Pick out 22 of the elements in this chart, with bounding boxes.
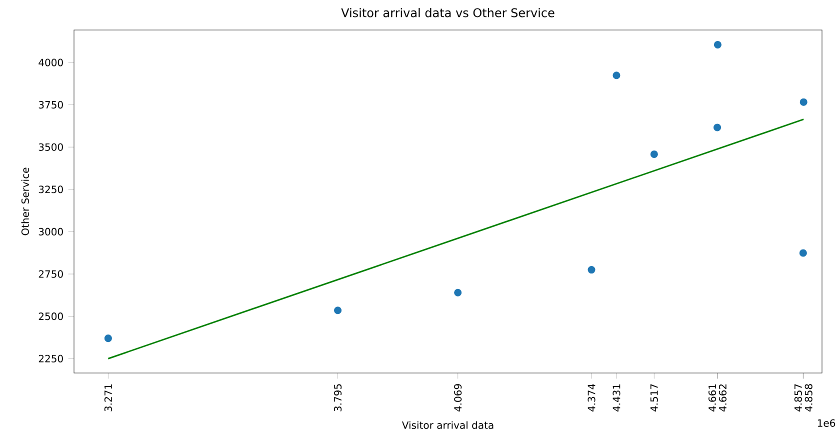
y-tick-label: 3750 bbox=[38, 101, 63, 109]
y-tick-label: 4000 bbox=[38, 58, 63, 66]
y-tick-label: 2250 bbox=[38, 354, 63, 362]
x-tick-label: 4.662 bbox=[718, 384, 726, 412]
x-axis-title: Visitor arrival data bbox=[402, 421, 494, 429]
y-axis-title: Other Service bbox=[21, 168, 29, 236]
x-tick-label: 4.858 bbox=[804, 384, 812, 412]
y-tick-label: 3250 bbox=[38, 186, 63, 194]
text: 1e6 bbox=[818, 419, 836, 427]
chart-title: Visitor arrival data vs Other Service bbox=[341, 8, 554, 18]
y-tick-label: 3000 bbox=[38, 228, 63, 236]
x-tick-label: 4.069 bbox=[454, 384, 462, 412]
x-tick-label: 3.795 bbox=[334, 384, 342, 412]
x-tick-label: 4.374 bbox=[588, 384, 596, 412]
x-tick-label: 4.857 bbox=[794, 384, 802, 412]
y-tick-label: 2750 bbox=[38, 270, 63, 278]
y-tick-label: 2500 bbox=[38, 312, 63, 320]
y-tick-label: 3500 bbox=[38, 143, 63, 151]
x-tick-label: 4.661 bbox=[708, 384, 716, 412]
x-tick-label: 3.271 bbox=[104, 384, 112, 412]
x-tick-label: 4.431 bbox=[612, 384, 620, 412]
x-tick-label: 4.517 bbox=[650, 384, 658, 412]
